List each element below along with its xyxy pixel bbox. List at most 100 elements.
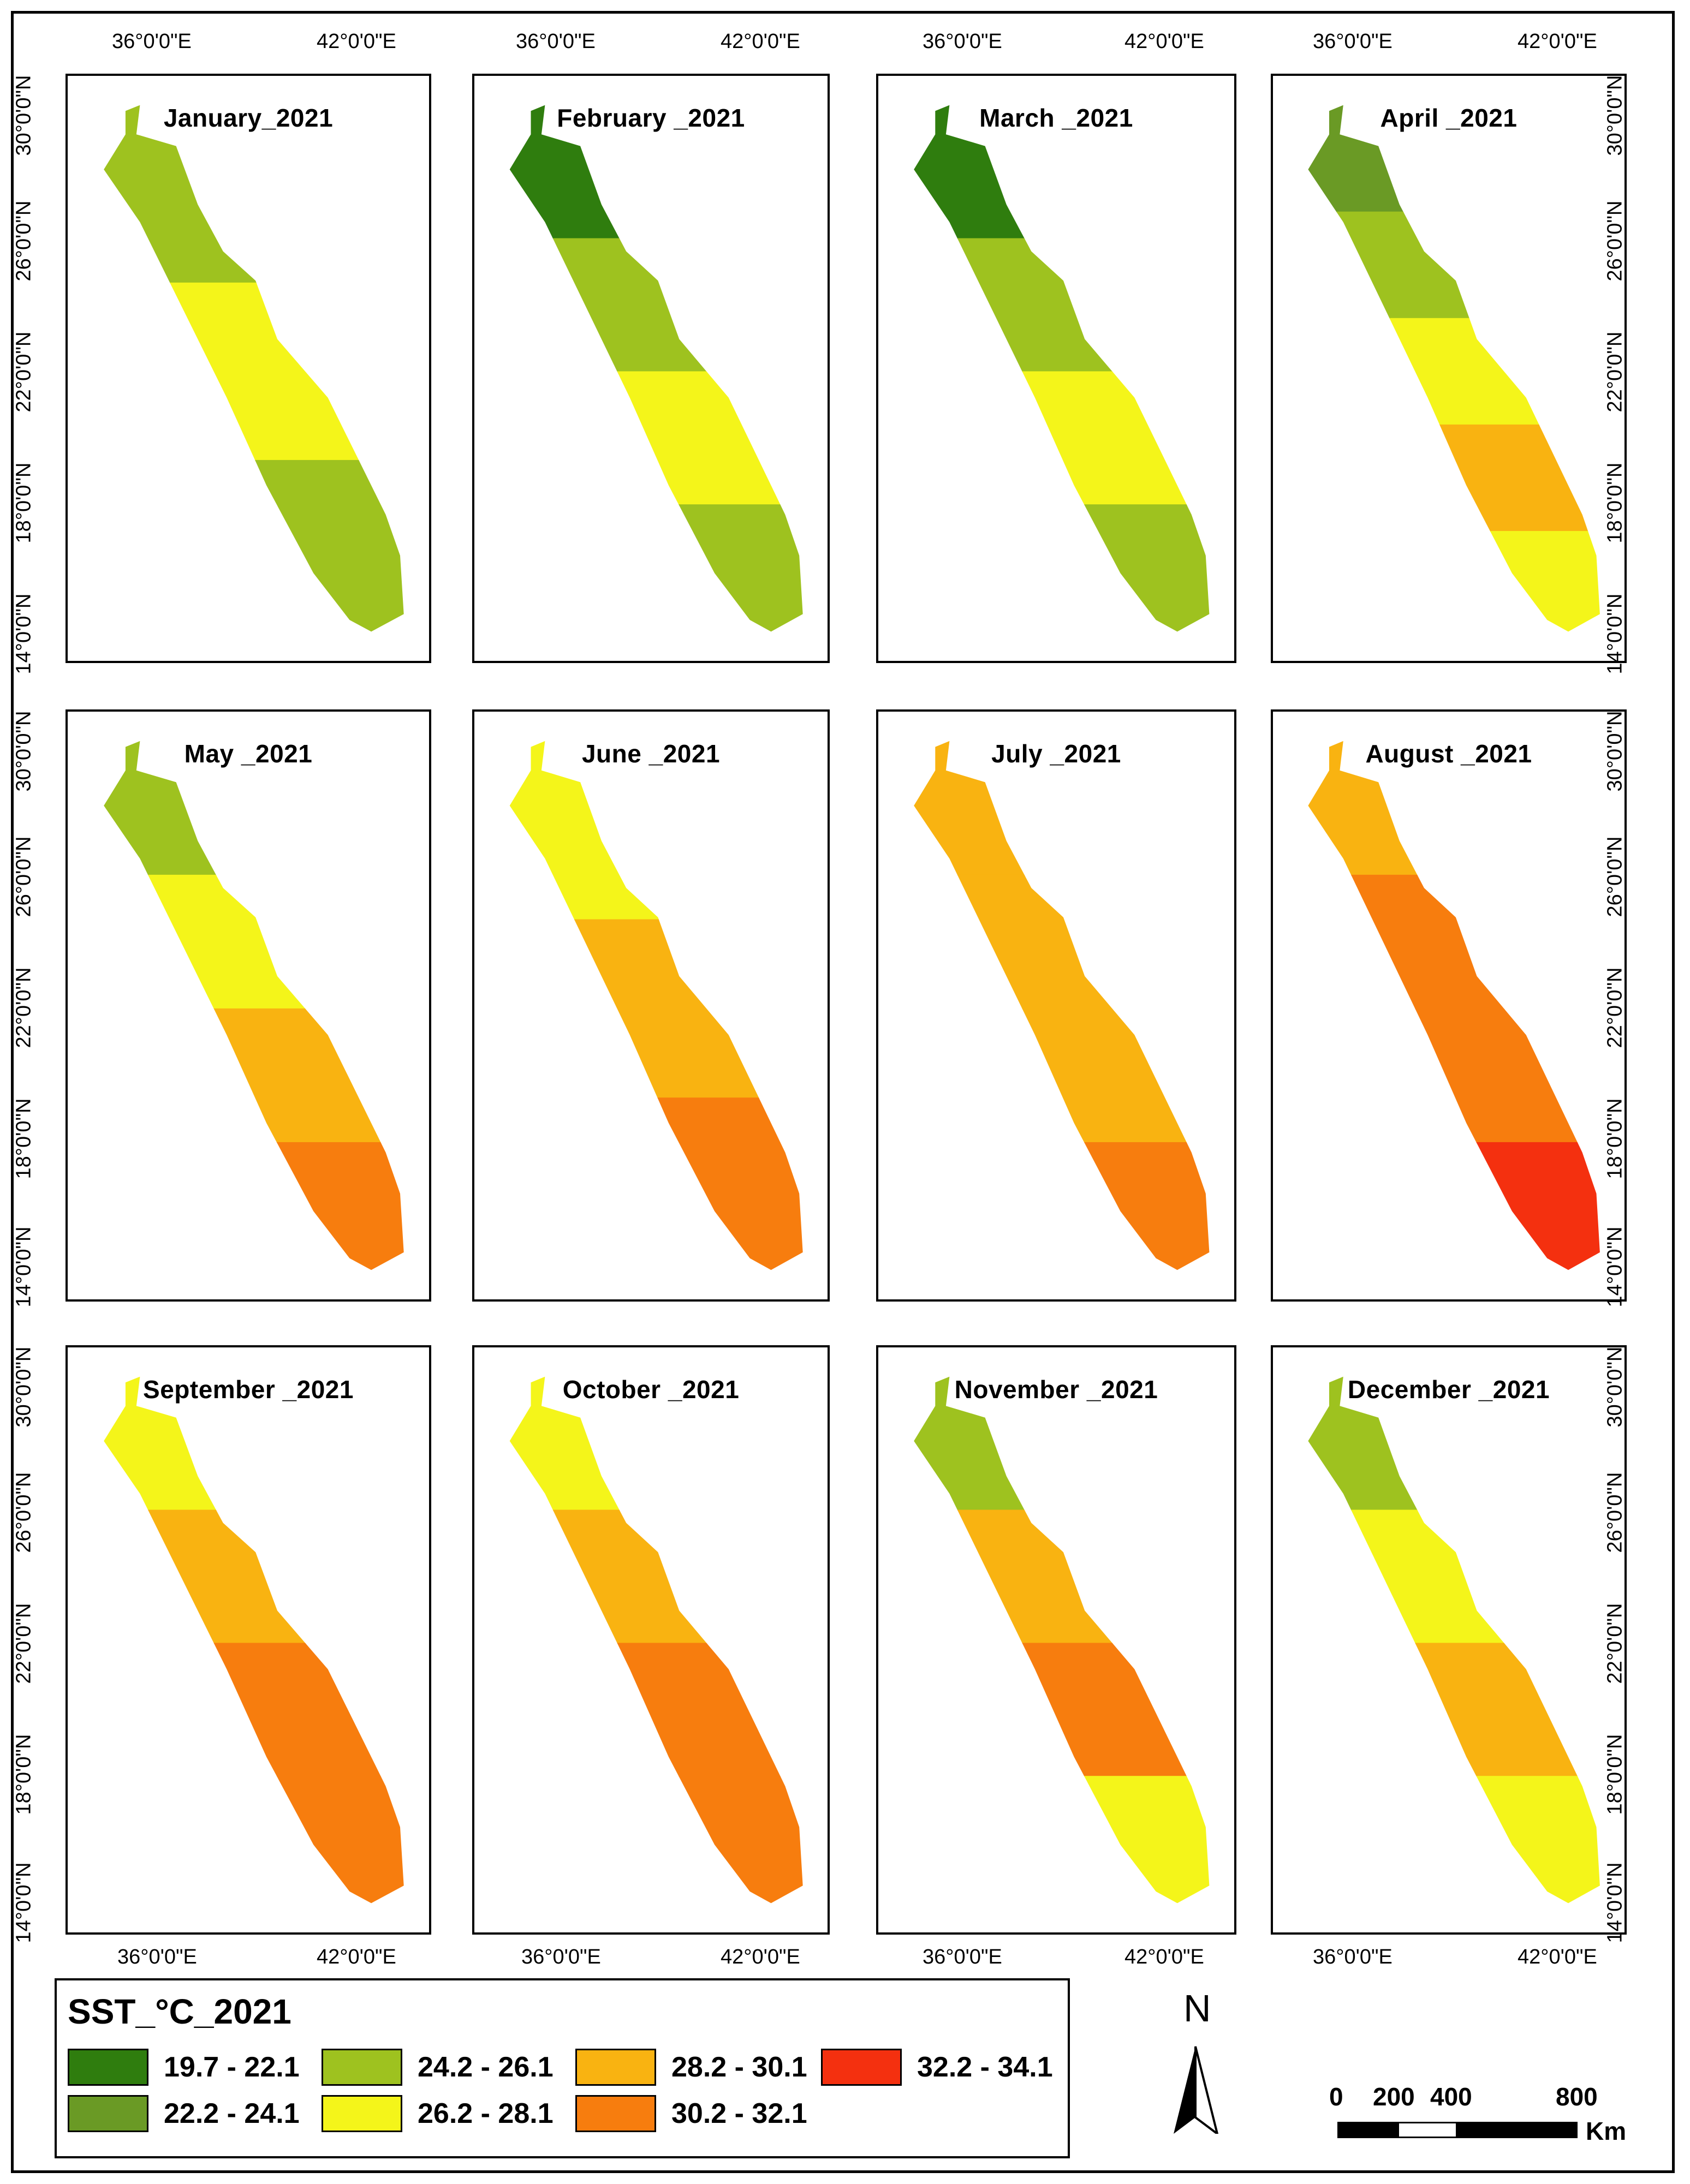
latitude-tick: 26°0'0"N — [1603, 200, 1627, 282]
sst-zone — [1308, 318, 1600, 426]
sst-zone — [914, 1142, 1210, 1270]
latitude-tick: 18°0'0"N — [12, 462, 35, 544]
legend-range: 32.2 - 34.1 — [917, 2051, 1053, 2083]
sst-zone — [104, 1776, 404, 1903]
latitude-tick: 14°0'0"N — [12, 1862, 35, 1943]
panel-title: December _2021 — [1347, 1375, 1550, 1404]
legend-swatch — [575, 2095, 656, 2132]
legend-item: 24.2 - 26.1 — [322, 2049, 554, 2086]
longitude-tick: 36°0'0"E — [923, 1946, 1002, 1968]
legend-range: 30.2 - 32.1 — [671, 2098, 807, 2129]
figure-frame — [11, 11, 1675, 2173]
sst-zone — [914, 874, 1210, 1010]
latitude-tick: 30°0'0"N — [1603, 1346, 1627, 1428]
legend-item: 28.2 - 30.1 — [575, 2049, 807, 2086]
legend-item: 19.7 - 22.1 — [68, 2049, 300, 2086]
sst-zone — [1308, 424, 1600, 532]
sea-surface-temperature-map — [914, 105, 1210, 632]
sst-zone — [1308, 1776, 1600, 1903]
sst-zone — [1308, 874, 1600, 1010]
sst-zone — [914, 238, 1210, 373]
sst-zone — [914, 1509, 1210, 1644]
panel-title: May _2021 — [184, 739, 313, 768]
sst-zone — [914, 1008, 1210, 1143]
latitude-tick: 14°0'0"N — [12, 593, 35, 675]
sea-surface-temperature-map — [914, 741, 1210, 1270]
longitude-tick: 36°0'0"E — [521, 1946, 601, 1968]
latitude-tick: 22°0'0"N — [12, 331, 35, 413]
panel-title: June _2021 — [581, 739, 721, 768]
longitude-tick: 42°0'0"E — [317, 30, 396, 53]
legend-swatch — [68, 2049, 148, 2086]
map-panel: November _2021 — [876, 1345, 1236, 1935]
panel-title: February _2021 — [557, 104, 745, 132]
legend-range: 24.2 - 26.1 — [418, 2051, 554, 2083]
longitude-tick: 42°0'0"E — [1124, 30, 1204, 53]
sea-surface-temperature-map — [104, 741, 404, 1270]
sst-zone — [509, 1509, 803, 1644]
scale-bar-segment — [1457, 2122, 1578, 2138]
map-panel: July _2021 — [876, 709, 1236, 1302]
latitude-tick: 26°0'0"N — [1603, 836, 1627, 917]
latitude-tick: 18°0'0"N — [12, 1734, 35, 1815]
latitude-tick: 30°0'0"N — [12, 711, 35, 792]
longitude-tick: 42°0'0"E — [1124, 1946, 1204, 1968]
sea-surface-temperature-map — [1308, 105, 1600, 632]
latitude-tick: 22°0'0"N — [12, 1603, 35, 1684]
scale-bar-unit: Km — [1586, 2117, 1627, 2145]
longitude-tick: 36°0'0"E — [516, 30, 596, 53]
scale-bar-segment — [1397, 2122, 1457, 2138]
latitude-tick: 18°0'0"N — [12, 1098, 35, 1179]
sst-zone — [1308, 1509, 1600, 1644]
longitude-tick: 36°0'0"E — [1313, 1946, 1393, 1968]
legend-range: 19.7 - 22.1 — [164, 2051, 300, 2083]
latitude-tick: 18°0'0"N — [1603, 1734, 1627, 1815]
legend: SST_°C_2021 19.7 - 22.1 22.2 - 24.1 24.2 -… — [55, 1978, 1070, 2158]
north-label: N — [1183, 1987, 1211, 2030]
longitude-tick: 36°0'0"E — [1313, 30, 1393, 53]
scale-bar-label: 0 — [1329, 2082, 1343, 2111]
longitude-tick: 36°0'0"E — [112, 30, 192, 53]
sst-zone — [104, 460, 404, 632]
sst-zone — [1308, 1142, 1600, 1270]
map-panel: December _2021 — [1271, 1345, 1627, 1935]
map-panel: October _2021 — [472, 1345, 830, 1935]
sst-zone — [509, 371, 803, 506]
sst-zone — [104, 282, 404, 461]
longitude-tick: 36°0'0"E — [923, 30, 1002, 53]
scale-bar-label: 200 — [1373, 2082, 1415, 2111]
map-panel: June _2021 — [472, 709, 830, 1302]
latitude-tick: 22°0'0"N — [1603, 1603, 1627, 1684]
latitude-tick: 22°0'0"N — [12, 967, 35, 1048]
panel-title: November _2021 — [954, 1375, 1158, 1404]
legend-item: 30.2 - 32.1 — [575, 2095, 807, 2132]
latitude-tick: 26°0'0"N — [12, 836, 35, 917]
legend-title: SST_°C_2021 — [68, 1992, 291, 2031]
sst-zone — [509, 1643, 803, 1777]
latitude-tick: 22°0'0"N — [1603, 331, 1627, 413]
legend-item: 26.2 - 28.1 — [322, 2095, 554, 2132]
longitude-tick: 42°0'0"E — [317, 1946, 396, 1968]
sst-zone — [1308, 1643, 1600, 1777]
latitude-tick: 22°0'0"N — [1603, 967, 1627, 1048]
sst-zone — [914, 1776, 1210, 1903]
sea-surface-temperature-map — [509, 741, 803, 1270]
scale-bar-segment — [1337, 2122, 1397, 2138]
longitude-tick: 36°0'0"E — [117, 1946, 197, 1968]
latitude-tick: 14°0'0"N — [1603, 593, 1627, 675]
latitude-tick: 30°0'0"N — [12, 75, 35, 156]
map-panel: February _2021 — [472, 74, 830, 663]
latitude-tick: 18°0'0"N — [1603, 462, 1627, 544]
sea-surface-temperature-map — [1308, 741, 1600, 1270]
sea-surface-temperature-map — [509, 105, 803, 632]
latitude-tick: 14°0'0"N — [12, 1226, 35, 1308]
map-panel: May _2021 — [66, 709, 431, 1302]
sst-zone — [914, 504, 1210, 632]
sea-surface-temperature-map — [104, 1376, 404, 1903]
sea-surface-temperature-map — [104, 105, 404, 632]
latitude-tick: 30°0'0"N — [1603, 711, 1627, 792]
sst-zone — [914, 371, 1210, 506]
sea-surface-temperature-map — [1308, 1376, 1600, 1903]
legend-range: 22.2 - 24.1 — [164, 2098, 300, 2129]
map-panel: April _2021 — [1271, 74, 1627, 663]
